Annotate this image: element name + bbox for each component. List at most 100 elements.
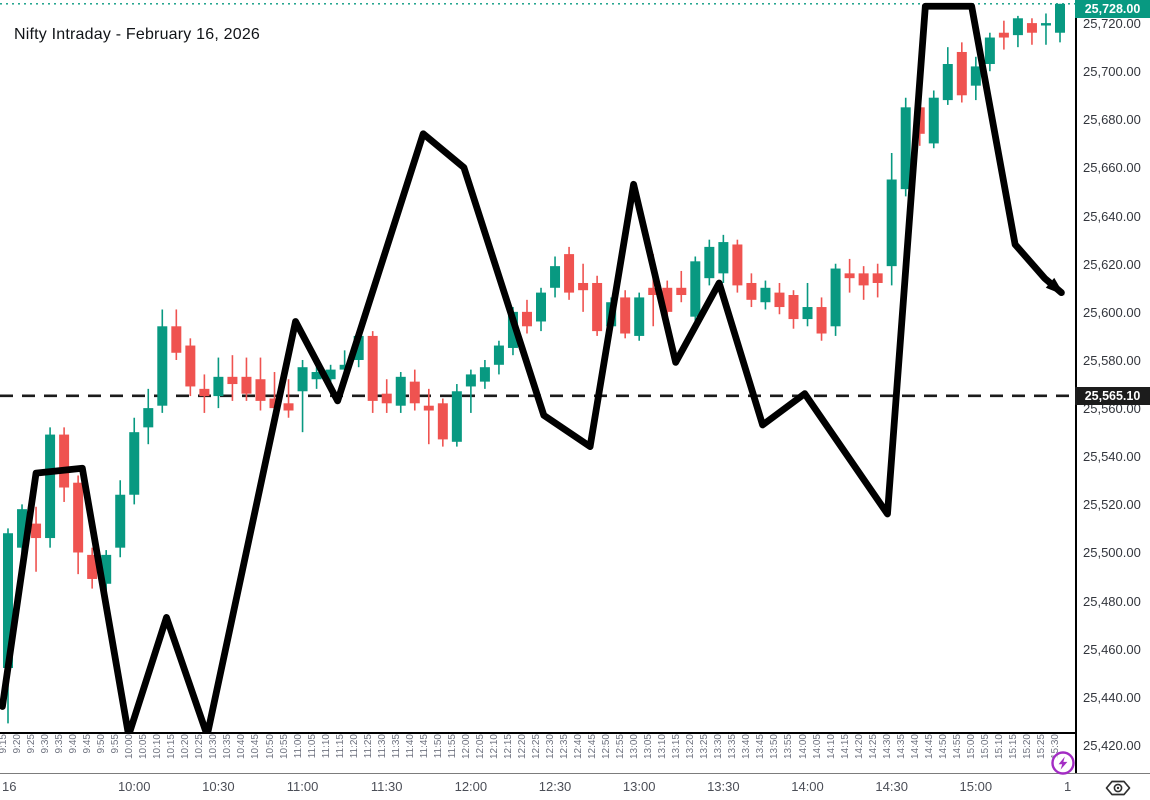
time-minor-label: 11:05	[306, 734, 318, 759]
time-major-label: 13:00	[622, 779, 656, 794]
time-minor-label: 14:40	[909, 734, 921, 760]
time-minor-label: 11:35	[390, 734, 402, 759]
candle-body	[634, 297, 645, 336]
candle-body	[171, 326, 182, 353]
zigzag-arrowhead	[1045, 277, 1065, 296]
y-tick-label: 25,440.00	[1083, 689, 1141, 705]
time-minor-label: 14:25	[867, 734, 879, 760]
time-minor-label: 13:25	[699, 734, 711, 760]
time-minor-label: 14:45	[923, 734, 935, 760]
candle-body	[199, 388, 210, 397]
time-major-label: 10:30	[202, 779, 235, 794]
time-major-label: 10:00	[117, 779, 151, 794]
candle-body	[592, 282, 603, 332]
eye-icon[interactable]	[1103, 777, 1133, 799]
y-tick-label: 25,500.00	[1083, 545, 1141, 561]
candle-body	[353, 335, 364, 360]
time-minor-label: 9:40	[68, 734, 80, 754]
candle-body	[101, 554, 112, 584]
candle-body	[620, 297, 631, 334]
time-minor-label: 12:40	[573, 734, 585, 760]
y-tick-label: 25,540.00	[1083, 449, 1141, 465]
time-minor-label: 10:45	[250, 734, 262, 760]
y-tick-label: 25,720.00	[1083, 16, 1141, 32]
time-minor-label: 13:35	[727, 734, 739, 760]
candle-body	[998, 32, 1009, 38]
time-minor-label: 12:55	[615, 734, 627, 760]
time-minor-label: 12:10	[488, 734, 500, 760]
time-minor-label: 15:00	[965, 734, 977, 760]
time-minor-label: 9:45	[82, 734, 94, 754]
time-minor-label: 13:10	[657, 734, 669, 760]
y-tick-label: 25,520.00	[1083, 497, 1141, 513]
candle-body	[17, 509, 28, 548]
y-tick-label: 25,580.00	[1083, 352, 1141, 368]
time-minor-label: 15:10	[993, 734, 1005, 760]
lightning-circle-icon[interactable]	[1048, 748, 1078, 778]
time-minor-label: 12:00	[460, 734, 472, 760]
price-axis[interactable]: 25,720.00 25,700.00 25,680.00 25,660.00 25,6…	[1077, 0, 1150, 773]
candle-body	[858, 273, 869, 286]
candle-body	[1055, 3, 1066, 33]
candle-body	[59, 434, 70, 488]
candle-body	[970, 66, 981, 86]
candle-body	[339, 364, 350, 370]
time-minor-label: 14:05	[811, 734, 823, 760]
time-minor-label: 11:50	[432, 734, 444, 759]
time-major-label: 16	[2, 779, 17, 794]
candle-body	[381, 393, 392, 404]
time-minor-label: 9:15	[0, 734, 9, 754]
time-major-label: 12:30	[538, 779, 572, 794]
time-minor-label: 13:20	[685, 734, 697, 760]
candle-body	[451, 391, 462, 442]
y-tick-label: 25,680.00	[1083, 112, 1141, 128]
time-minor-label: 15:05	[979, 734, 991, 760]
y-tick-label: 25,600.00	[1083, 304, 1141, 320]
candle-body	[704, 246, 715, 279]
candle-body	[45, 434, 56, 539]
time-minor-label: 10:25	[194, 734, 206, 760]
candle-body	[297, 367, 308, 392]
time-major-label: 14:00	[791, 779, 824, 794]
time-minor-label: 11:55	[446, 734, 458, 759]
time-minor-label: 10:40	[236, 734, 248, 760]
candle-body	[437, 403, 448, 440]
time-minor-label: 14:30	[881, 734, 893, 760]
candle-body	[1012, 18, 1023, 36]
time-minor-label: 10:00	[124, 734, 136, 760]
time-minor-label: 14:15	[839, 734, 851, 760]
candle-body	[3, 533, 13, 668]
time-minor-label: 13:15	[671, 734, 683, 760]
candle-body	[942, 64, 953, 101]
candle-body	[227, 376, 238, 385]
candle-body	[536, 292, 547, 322]
time-minor-label: 11:25	[362, 734, 374, 759]
time-minor-label: 13:45	[755, 734, 767, 760]
zigzag-overlay-line	[0, 2, 1065, 733]
price-chart[interactable]	[0, 0, 1076, 733]
axis-separator-line	[0, 773, 1150, 774]
time-minor-label: 12:35	[559, 734, 571, 760]
y-tick-label: 25,700.00	[1083, 64, 1141, 80]
candle-body	[830, 268, 841, 327]
candle-body	[760, 287, 771, 303]
candle-body	[900, 107, 911, 190]
time-minor-label: 12:50	[601, 734, 613, 760]
candle-body	[802, 307, 813, 320]
time-minor-label: 13:00	[629, 734, 641, 760]
candle-body	[690, 261, 701, 317]
candle-body	[465, 374, 476, 387]
candle-body	[550, 266, 561, 288]
candle-body	[409, 381, 420, 404]
time-minor-label: 13:50	[769, 734, 781, 760]
time-minor-label: 14:50	[937, 734, 949, 760]
time-minor-label: 12:20	[516, 734, 528, 760]
time-minor-label: 13:55	[783, 734, 795, 760]
candle-body	[73, 482, 84, 553]
time-minor-label: 13:05	[643, 734, 655, 760]
candle-body	[479, 367, 490, 382]
y-tick-label: 25,420.00	[1083, 737, 1141, 753]
time-minor-label: 9:55	[110, 734, 122, 754]
candle-body	[311, 372, 322, 380]
y-tick-label: 25,660.00	[1083, 160, 1141, 176]
